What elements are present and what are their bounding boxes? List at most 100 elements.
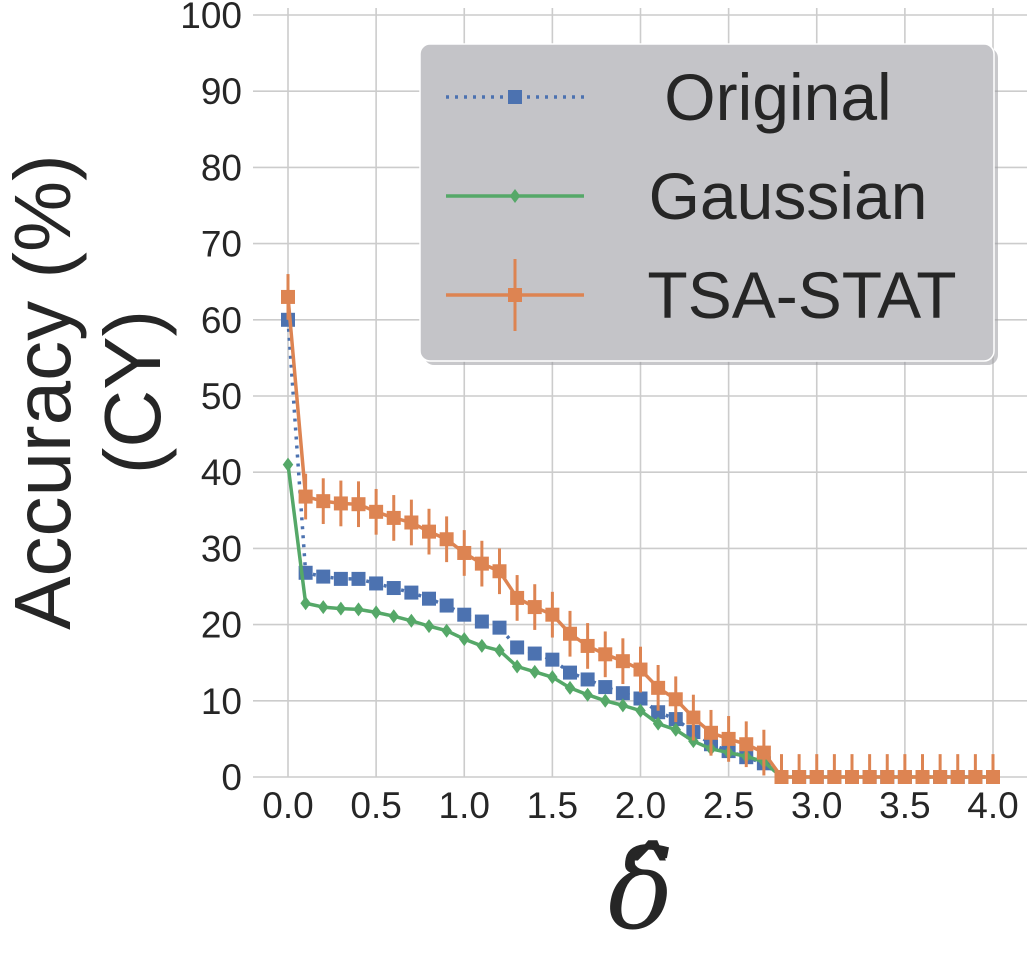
y-tick-label: 10 — [201, 681, 242, 722]
point — [827, 770, 842, 784]
point — [510, 640, 525, 655]
point — [353, 602, 364, 617]
point — [704, 725, 718, 740]
point — [457, 607, 472, 622]
point — [318, 600, 329, 615]
point — [527, 600, 542, 615]
point — [563, 665, 577, 680]
point — [422, 591, 436, 606]
x-tick-label: 0.5 — [350, 785, 401, 826]
point — [386, 510, 401, 525]
point — [300, 596, 311, 611]
point — [897, 770, 912, 784]
legend-box — [419, 43, 995, 362]
x-tick-label: 0.0 — [262, 785, 313, 826]
point — [739, 737, 754, 752]
x-tick-label: 4.0 — [967, 785, 1018, 826]
x-tick-label: 1.0 — [439, 785, 490, 826]
point — [986, 770, 1000, 784]
point — [617, 698, 629, 713]
point — [721, 731, 736, 746]
point — [688, 734, 699, 749]
x-tick-label: 2.5 — [703, 785, 754, 826]
point — [422, 524, 436, 539]
y-tick-label: 80 — [201, 147, 242, 188]
point — [316, 569, 331, 584]
point — [369, 576, 384, 591]
point — [652, 716, 664, 731]
point — [686, 710, 701, 725]
x-tick-label: 2.0 — [615, 785, 666, 826]
point — [386, 581, 401, 596]
y-tick-label: 50 — [201, 376, 242, 417]
point — [809, 770, 824, 784]
point — [633, 691, 648, 706]
grid — [253, 8, 1027, 778]
point — [335, 601, 347, 616]
point — [388, 609, 399, 624]
point — [845, 770, 859, 784]
point — [545, 607, 560, 622]
point — [494, 643, 505, 658]
point — [862, 770, 877, 784]
point — [529, 664, 540, 679]
point — [351, 497, 366, 512]
point — [933, 770, 948, 784]
point — [792, 770, 807, 784]
series-group — [281, 274, 1000, 784]
y-axis-label: Accuracy (%) (CY) — [0, 154, 177, 630]
point — [756, 745, 771, 760]
point — [492, 620, 507, 635]
x-axis-label: δ̂ — [608, 826, 674, 954]
y-tick-label: 70 — [201, 224, 242, 265]
point — [369, 504, 384, 519]
point — [600, 693, 611, 708]
point — [474, 614, 489, 629]
point — [563, 626, 577, 641]
point — [615, 686, 630, 701]
point — [968, 770, 983, 784]
point — [950, 770, 965, 784]
point — [406, 613, 417, 628]
point — [915, 770, 930, 784]
legend-label: Gaussian — [649, 159, 928, 233]
point — [404, 585, 419, 600]
point — [457, 545, 472, 560]
y-tick-label: 40 — [201, 452, 242, 493]
point — [598, 647, 613, 662]
point — [545, 652, 560, 667]
y-tick-label: 90 — [201, 71, 242, 112]
legend-item-tsa-stat: TSA-STAT — [446, 258, 957, 332]
point — [298, 489, 313, 504]
x-tick-label: 1.5 — [527, 785, 578, 826]
point — [564, 680, 576, 695]
point — [651, 705, 666, 720]
legend-label: TSA-STAT — [647, 258, 956, 332]
y-tick-label: 20 — [201, 605, 242, 646]
point — [351, 571, 366, 586]
point — [547, 670, 558, 685]
x-tick-label: 3.5 — [879, 785, 930, 826]
x-tick-labels: 0.0 0.5 1.0 1.5 2.0 2.5 3.0 3.5 4.0 — [262, 785, 1018, 826]
point — [580, 672, 595, 687]
point — [476, 638, 488, 653]
series-tsa-stat — [281, 274, 1000, 784]
legend-label: Original — [664, 60, 891, 134]
y-axis-label-line: Accuracy (%) — [0, 154, 87, 630]
point — [511, 659, 523, 674]
point — [333, 571, 348, 586]
y-tick-labels: 0 10 20 30 40 50 60 70 80 90 100 — [180, 0, 242, 798]
point — [281, 289, 295, 304]
point — [439, 532, 454, 547]
x-tick-label: 3.0 — [791, 785, 842, 826]
point — [423, 619, 435, 634]
y-tick-label: 100 — [180, 0, 242, 36]
point — [774, 770, 789, 784]
point — [527, 646, 542, 661]
point — [492, 564, 507, 579]
point — [633, 662, 648, 677]
point — [668, 692, 683, 707]
point — [316, 494, 331, 509]
point — [580, 638, 595, 653]
